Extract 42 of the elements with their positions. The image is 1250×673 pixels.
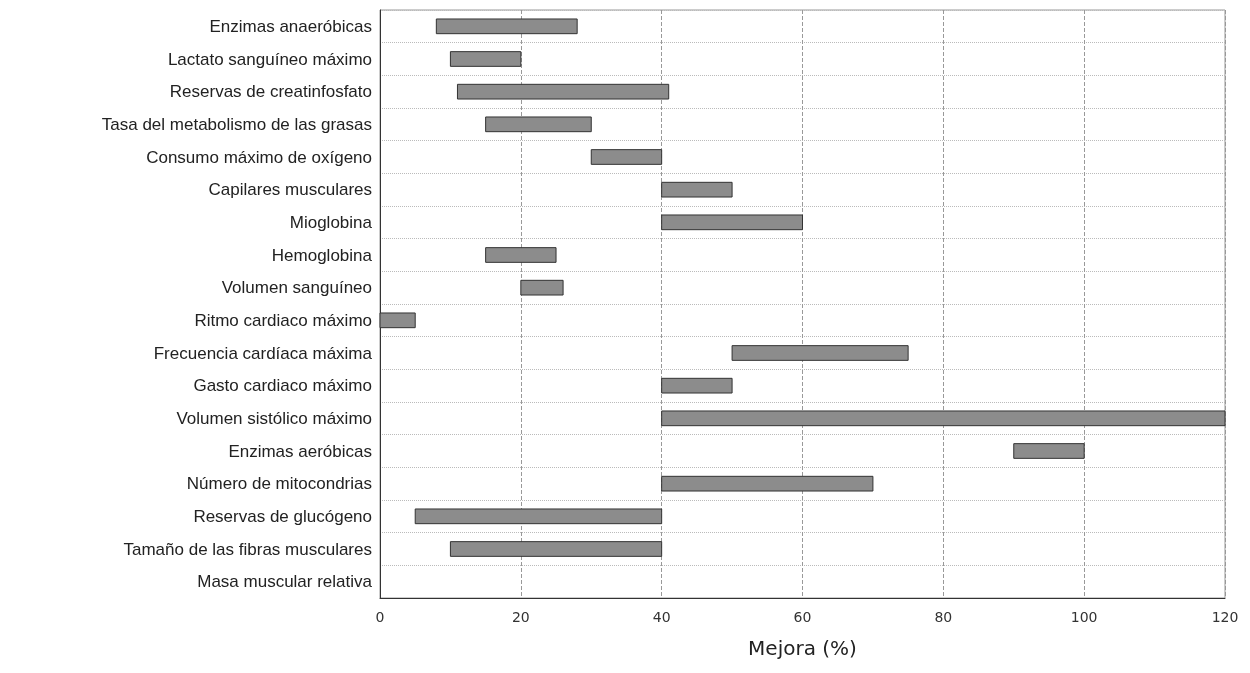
bar bbox=[414, 508, 663, 525]
bar bbox=[449, 541, 663, 557]
y-tick-label: Reservas de glucógeno bbox=[193, 506, 372, 526]
bar bbox=[731, 345, 909, 361]
y-tick-label: Gasto cardiaco máximo bbox=[193, 376, 372, 396]
y-tick-label: Tamaño de las fibras musculares bbox=[123, 539, 372, 559]
y-tick-label: Capilares musculares bbox=[208, 180, 372, 200]
bar bbox=[435, 18, 578, 35]
x-tick-label: 20 bbox=[511, 609, 530, 625]
y-tick-label: Reservas de creatinfosfato bbox=[169, 82, 372, 102]
bar bbox=[520, 279, 564, 296]
x-tick-label: 0 bbox=[375, 609, 385, 625]
x-tick-label: 100 bbox=[1070, 609, 1098, 625]
x-tick-label: 80 bbox=[934, 609, 953, 625]
y-tick-label: Número de mitocondrias bbox=[186, 474, 372, 494]
x-axis-title: Mejora (%) bbox=[748, 636, 857, 660]
y-tick-label: Volumen sistólico máximo bbox=[176, 408, 372, 428]
x-tick-label: 60 bbox=[793, 609, 812, 625]
y-tick-label: Frecuencia cardíaca máxima bbox=[153, 343, 373, 363]
x-tick-label: 40 bbox=[652, 609, 671, 625]
bar bbox=[456, 83, 670, 100]
bar bbox=[661, 377, 733, 394]
bar bbox=[590, 149, 663, 165]
bar bbox=[661, 410, 1226, 427]
y-tick-label: Hemoglobina bbox=[271, 245, 373, 265]
y-tick-label: Volumen sanguíneo bbox=[221, 278, 372, 298]
bar bbox=[485, 116, 592, 133]
y-tick-label: Ritmo cardiaco máximo bbox=[194, 310, 372, 330]
bar bbox=[661, 181, 733, 198]
bar bbox=[661, 214, 803, 231]
y-tick-label: Mioglobina bbox=[289, 212, 373, 232]
y-tick-label: Consumo máximo de oxígeno bbox=[146, 147, 372, 167]
y-tick-label: Lactato sanguíneo máximo bbox=[167, 49, 372, 69]
bar bbox=[661, 475, 874, 492]
bar bbox=[1013, 443, 1085, 459]
bar bbox=[449, 51, 522, 67]
x-tick-label: 120 bbox=[1211, 609, 1239, 625]
y-tick-label: Tasa del metabolismo de las grasas bbox=[101, 114, 372, 134]
y-tick-label: Masa muscular relativa bbox=[197, 572, 373, 592]
bar bbox=[485, 247, 557, 263]
y-tick-label: Enzimas aeróbicas bbox=[228, 441, 372, 461]
y-tick-label: Enzimas anaeróbicas bbox=[209, 16, 372, 36]
